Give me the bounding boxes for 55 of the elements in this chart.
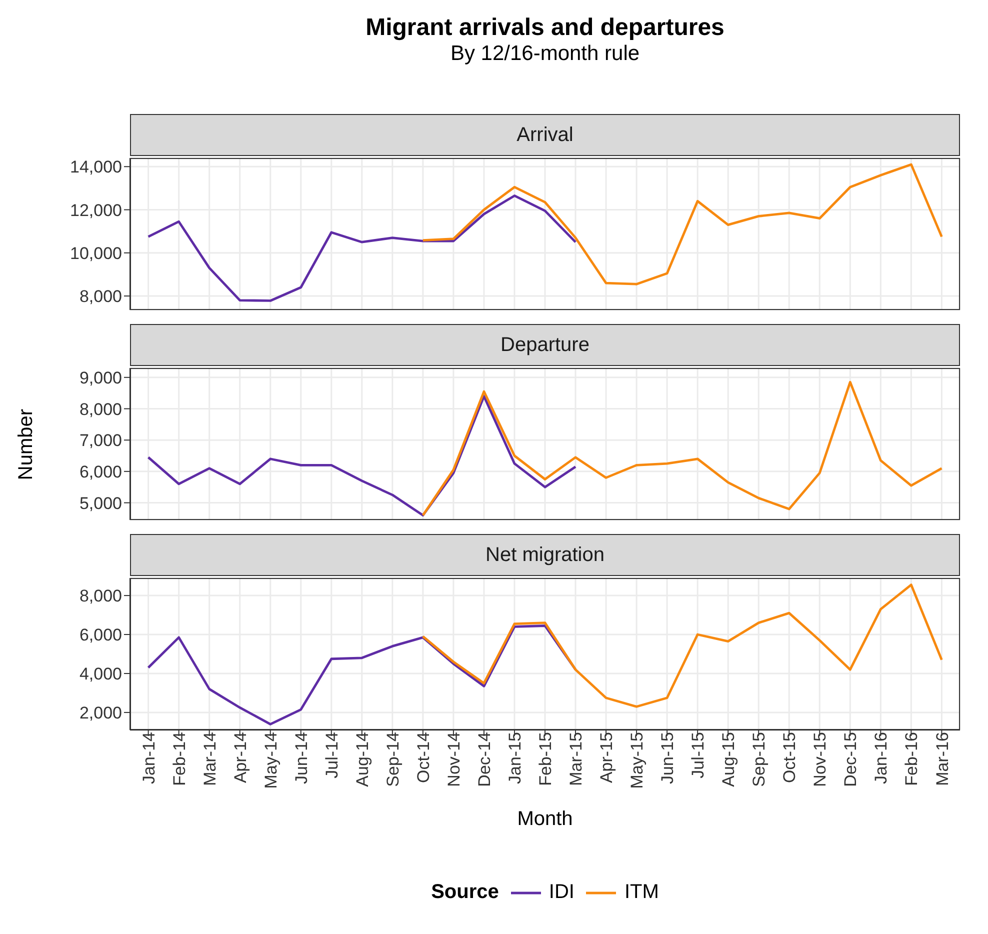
x-tick-label: May-15 — [628, 732, 647, 789]
y-tick-label: 6,000 — [79, 626, 122, 645]
y-tick-label: 14,000 — [70, 158, 122, 177]
line-series — [422, 584, 943, 708]
x-tick-label: Sep-15 — [750, 732, 769, 787]
x-tick-label: Dec-15 — [841, 732, 860, 787]
y-axis-title: Number — [16, 408, 38, 480]
x-tick-label: Feb-14 — [170, 732, 189, 786]
legend-title: Source — [431, 881, 499, 904]
text: Arrival — [130, 114, 960, 156]
chart-subtitle: By 12/16-month rule — [449, 42, 641, 66]
x-tick-label: Jan-16 — [872, 732, 891, 784]
x-tick-label: Mar-14 — [200, 732, 220, 786]
y-tick-label: 2,000 — [79, 703, 122, 722]
x-tick-label: Feb-16 — [902, 732, 922, 786]
x-tick-label: Sep-14 — [383, 732, 402, 787]
legend-label: IDI — [548, 881, 574, 904]
x-tick-label: Mar-16 — [932, 732, 952, 786]
line-series — [147, 395, 577, 516]
x-tick-label: Jul-14 — [322, 732, 342, 778]
x-tick-label: Oct-15 — [780, 732, 800, 784]
x-tick-label: May-14 — [261, 732, 280, 789]
text: Net migration — [130, 534, 960, 576]
x-tick-label: Aug-14 — [352, 732, 372, 787]
legend-label: ITM — [623, 881, 659, 904]
x-tick-label: Jan-14 — [139, 732, 158, 784]
x-tick-label: Nov-14 — [444, 732, 464, 787]
line-series — [422, 163, 943, 286]
line-series — [422, 380, 943, 516]
y-tick-label: 5,000 — [79, 494, 122, 513]
x-tick-label: Aug-15 — [719, 732, 738, 787]
x-tick-label: Mar-15 — [566, 732, 586, 786]
x-tick-label: Apr-14 — [230, 732, 250, 784]
line-series — [147, 194, 577, 302]
y-tick-label: 10,000 — [70, 244, 122, 263]
y-tick-label: 8,000 — [79, 586, 122, 606]
text: Departure — [130, 324, 960, 366]
x-tick-label: Jul-15 — [688, 732, 708, 778]
x-tick-label: Apr-15 — [597, 732, 616, 784]
y-tick-label: 12,000 — [70, 200, 122, 220]
x-tick-label: Nov-15 — [810, 732, 830, 787]
chart-title: Migrant arrivals and departures — [364, 14, 726, 42]
y-tick-label: 6,000 — [79, 462, 122, 482]
y-tick-label: 4,000 — [79, 664, 122, 684]
x-tick-label: Jun-15 — [658, 732, 678, 784]
x-tick-label: Jun-14 — [292, 732, 311, 784]
y-tick-label: 8,000 — [79, 400, 122, 419]
x-tick-label: Jan-15 — [506, 732, 525, 784]
y-tick-label: 9,000 — [79, 368, 122, 388]
y-tick-label: 7,000 — [79, 431, 122, 450]
y-tick-label: 8,000 — [79, 287, 122, 306]
x-axis-title: Month — [516, 808, 574, 831]
x-tick-label: Feb-15 — [536, 732, 556, 786]
x-tick-label: Oct-14 — [414, 732, 434, 784]
x-tick-label: Dec-14 — [475, 732, 494, 787]
